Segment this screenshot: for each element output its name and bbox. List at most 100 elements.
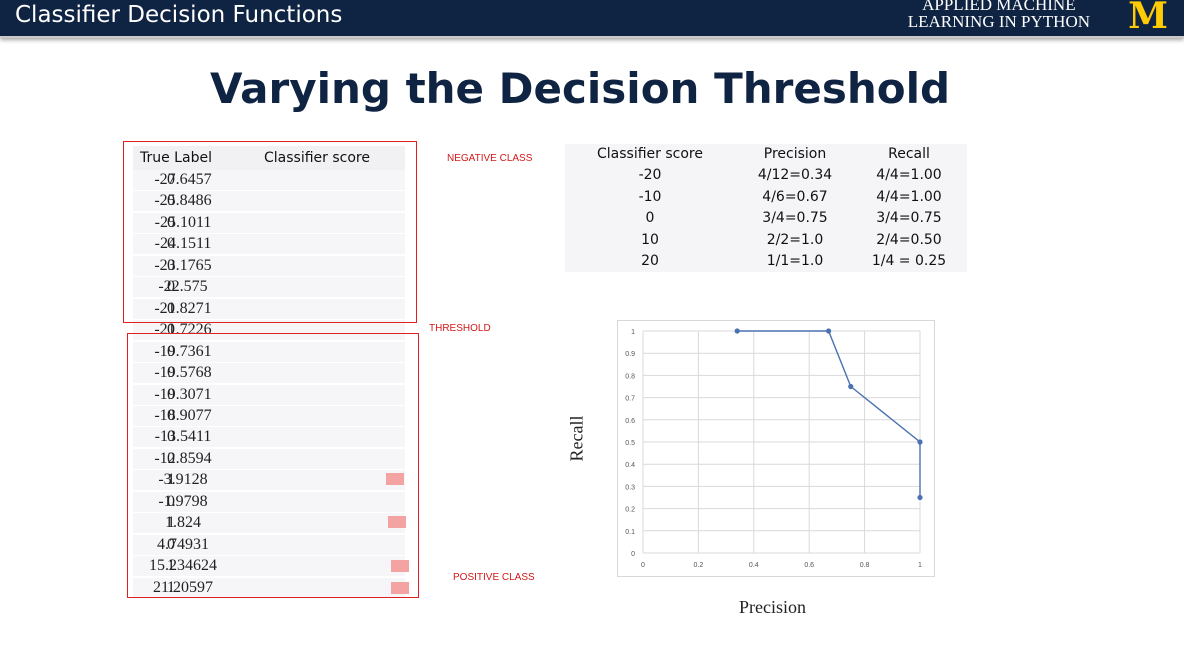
score-table-row: 0 -1.9798	[133, 491, 405, 512]
y-tick-label: 0.8	[625, 373, 635, 380]
pr-precision-cell: 2/2=1.0	[766, 231, 824, 248]
true-label-cell: 0	[167, 535, 175, 553]
true-label-cell: 0	[167, 428, 175, 446]
classifier-score-cell: -19.5768	[154, 364, 212, 382]
pr-table-row: -10 4/6=0.67 4/4=1.00	[565, 187, 967, 208]
pr-precision-cell: 4/6=0.67	[762, 188, 828, 205]
pr-score-cell: 10	[641, 231, 659, 248]
course-name-line2: LEARNING IN PYTHON	[907, 12, 1090, 31]
pr-score-cell: 20	[641, 252, 659, 269]
header-bar: Classifier Decision Functions APPLIED MA…	[0, 0, 1184, 38]
true-label-cell: 1	[167, 514, 175, 532]
pr-table-body: -20 4/12=0.34 4/4=1.00 -10 4/6=0.67 4/4=1.00 0…	[565, 165, 967, 272]
classifier-score-cell: -3.9128	[158, 471, 208, 489]
classifier-score-cell: -27.6457	[154, 171, 212, 188]
score-table-row: 0 4.74931	[133, 534, 405, 555]
classifier-score-cell: 15.234624	[149, 557, 217, 575]
pr-precision-cell: 1/1=1.0	[766, 252, 824, 269]
score-table-row: 0 -19.7361	[133, 341, 405, 362]
true-label-cell: 0	[167, 171, 175, 188]
score-table-row: 0 -12.8594	[133, 448, 405, 469]
header-classifier-score: Classifier score	[264, 150, 370, 166]
true-label-cell: 1	[167, 471, 175, 489]
classifier-score-cell: 1.824	[165, 514, 201, 532]
section-title: Classifier Decision Functions	[15, 2, 343, 28]
score-table-row: 1 -3.9128	[133, 470, 405, 491]
true-label-cell: 0	[167, 321, 175, 339]
classifier-score-cell: 4.74931	[157, 535, 209, 553]
true-label-cell: 0	[167, 192, 175, 210]
pr-precision-cell: 4/12=0.34	[757, 167, 833, 184]
classifier-score-cell: -21.8271	[154, 299, 212, 317]
true-label-cell: 0	[167, 213, 175, 231]
data-point	[917, 494, 923, 501]
series-line	[737, 330, 921, 498]
true-label-cell: 0	[167, 385, 175, 403]
y-tick-label: 0.4	[625, 462, 635, 469]
x-tick-label: 0	[641, 562, 645, 569]
threshold-label: THRESHOLD	[429, 323, 491, 334]
precision-recall-chart-frame	[617, 320, 935, 577]
true-label-cell: 1	[167, 578, 175, 596]
score-table-row: 0 -27.6457	[133, 170, 405, 190]
score-table-row: 1 1.824	[133, 513, 406, 534]
pr-score-cell: -10	[638, 188, 662, 205]
pr-recall-cell: 4/4=1.00	[876, 167, 942, 184]
university-logo: M	[1128, 0, 1168, 37]
classifier-score-cell: -13.5411	[154, 428, 212, 446]
score-table-row: 0 -19.5768	[133, 363, 405, 384]
score-table-row: 1 21.20597	[133, 577, 409, 598]
y-tick-label: 0.5	[625, 440, 635, 447]
positive-label-marker	[386, 473, 404, 486]
course-name: APPLIED MACHINE LEARNING IN PYTHON	[908, 0, 1090, 30]
x-tick-label: 1	[918, 562, 922, 569]
score-table-body: 0 -27.6457 0 -25.8486 0 -25.1011 0 -24.1511 0 -23…	[133, 170, 409, 599]
score-table-row: 0 -21.8271	[133, 298, 405, 319]
y-tick-label: 0.3	[625, 484, 635, 491]
true-label-cell: 1	[167, 557, 175, 575]
pr-table-row: 0 3/4=0.75 3/4=0.75	[565, 208, 967, 229]
classifier-score-cell: -25.8486	[154, 192, 212, 210]
x-tick-label: 0.8	[860, 562, 870, 569]
data-point	[825, 328, 832, 334]
header-true-label: True Label	[140, 150, 212, 166]
negative-class-box	[123, 141, 417, 323]
x-axis-title: Precision	[739, 597, 806, 617]
precision-recall-chart: 0 0.1 0.2 0.3 0.4 0.5 0.6 0.7 0.8 0.9 1 0 0.2 0.4 0.6 0…	[625, 328, 923, 569]
positive-label-marker	[391, 581, 409, 594]
true-label-cell: 0	[167, 278, 175, 296]
data-point	[917, 439, 923, 445]
y-tick-label: 0.6	[625, 418, 635, 425]
course-name-line1: APPLIED MACHINE	[922, 0, 1076, 14]
true-label-cell: 0	[167, 256, 175, 274]
true-label-cell: 0	[167, 364, 175, 382]
true-label-cell: 0	[167, 342, 175, 360]
y-tick-label: 0.9	[625, 351, 635, 358]
true-label-cell: 0	[167, 406, 175, 424]
pr-recall-cell: 1/4 = 0.25	[871, 252, 947, 269]
positive-label-marker	[391, 560, 409, 573]
y-tick-label: 1	[631, 329, 635, 336]
classifier-score-cell: -18.9077	[154, 406, 212, 424]
pr-table-row: 20 1/1=1.0 1/4 = 0.25	[565, 251, 967, 272]
true-label-cell: 0	[167, 235, 175, 253]
classifier-score-cell: -19.3071	[154, 385, 212, 403]
classifier-score-cell: -24.1511	[154, 235, 212, 253]
score-table-row: 0 -25.1011	[133, 212, 405, 233]
y-tick-label: 0.7	[625, 396, 635, 403]
classifier-score-cell: -25.1011	[154, 213, 212, 231]
pr-score-cell: -20	[638, 167, 662, 184]
pr-table-row: -20 4/12=0.34 4/4=1.00	[565, 165, 967, 186]
score-table-row: 0 -22.575	[133, 277, 405, 298]
true-label-cell: 0	[167, 492, 175, 510]
positive-label-marker	[388, 516, 406, 529]
score-table-row: 0 -23.1765	[133, 255, 405, 276]
classifier-score-cell: -12.8594	[154, 449, 212, 467]
data-point	[848, 383, 854, 390]
y-tick-label: 0.1	[625, 529, 635, 536]
true-label-cell: 0	[167, 299, 175, 317]
pr-recall-cell: 4/4=1.00	[876, 188, 942, 205]
y-tick-label: 0.2	[625, 507, 635, 514]
classifier-score-cell: -23.1765	[154, 256, 212, 274]
positive-class-box	[127, 333, 419, 598]
